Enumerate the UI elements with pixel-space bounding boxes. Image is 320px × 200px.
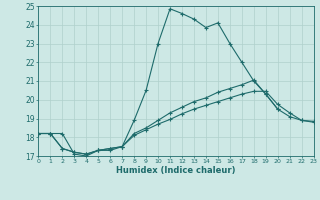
X-axis label: Humidex (Indice chaleur): Humidex (Indice chaleur) xyxy=(116,166,236,175)
